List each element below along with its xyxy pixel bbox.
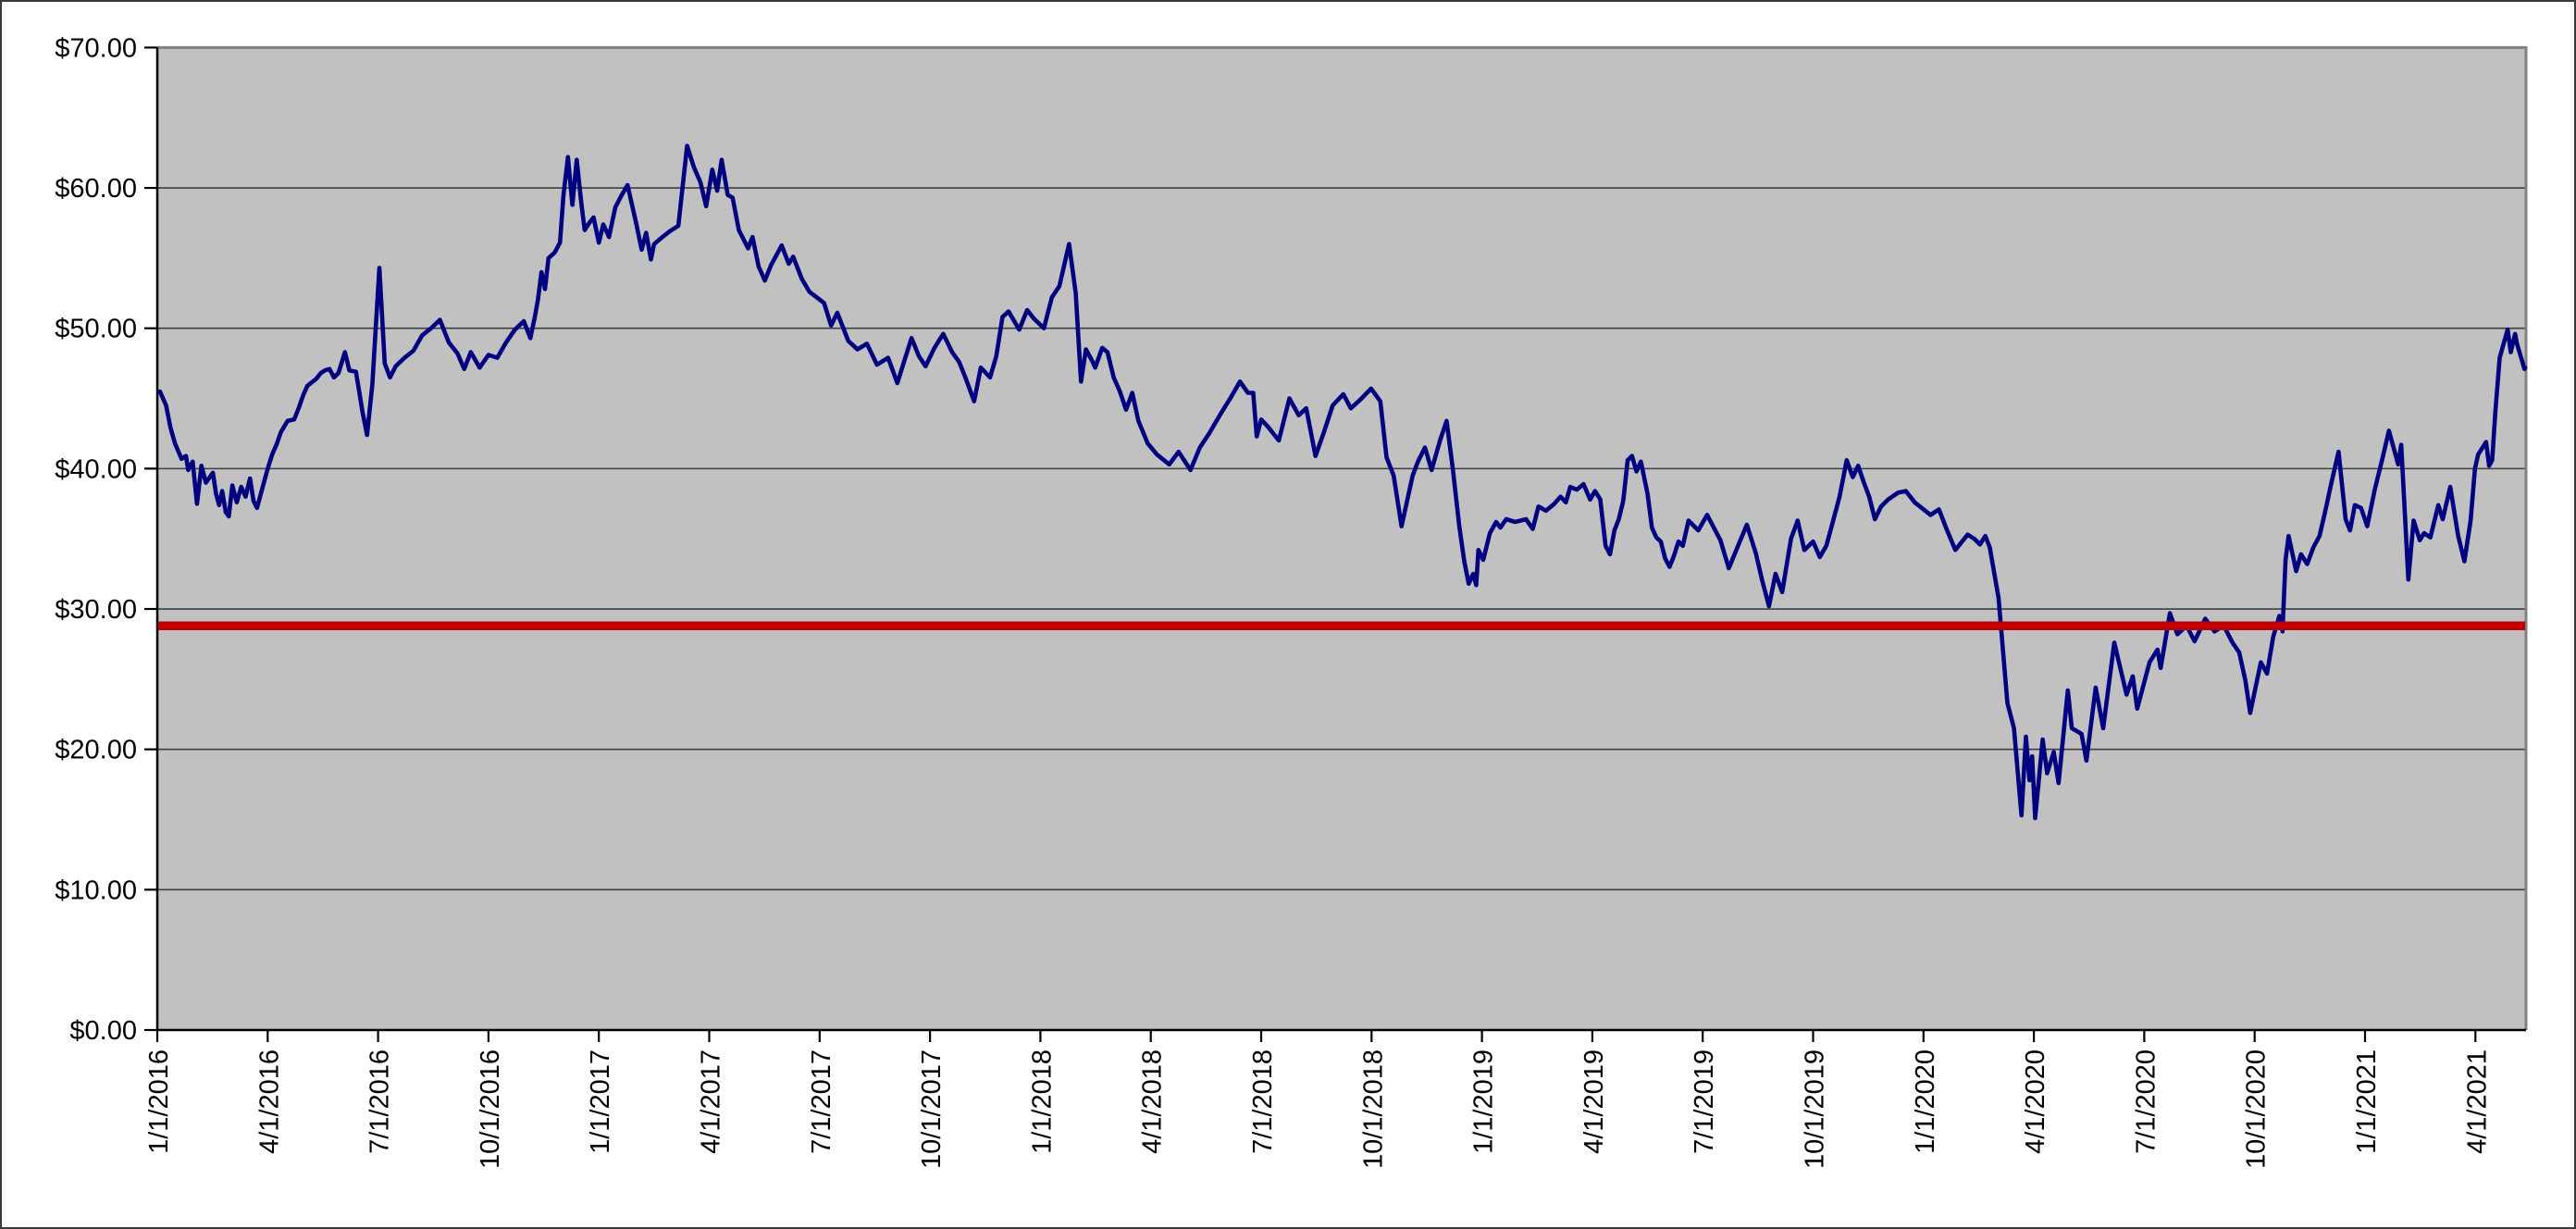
plot-area <box>157 47 2526 1030</box>
daily-share-price <box>157 143 2528 821</box>
x-tick-label: 10/1/2016 <box>476 1049 505 1169</box>
x-tick-label: 1/1/2016 <box>144 1049 174 1154</box>
x-tick-label: 1/1/2021 <box>2352 1049 2382 1154</box>
x-tick-label: 7/1/2016 <box>365 1049 395 1154</box>
x-tick-label: 4/1/2020 <box>2021 1049 2050 1154</box>
x-tick-label: 10/1/2020 <box>2242 1049 2272 1169</box>
y-tick-label: $20.00 <box>55 736 137 765</box>
y-tick-label: $40.00 <box>55 454 137 484</box>
y-tick-label: $70.00 <box>55 33 137 63</box>
x-tick-label: 4/1/2018 <box>1138 1049 1168 1154</box>
y-tick-label: $30.00 <box>55 595 137 625</box>
x-tick-label: 1/1/2020 <box>1911 1049 1940 1154</box>
x-tick-label: 10/1/2018 <box>1358 1049 1388 1169</box>
x-tick-label: 10/1/2017 <box>917 1049 947 1169</box>
y-tick-label: $50.00 <box>55 315 137 344</box>
y-tick-label: $0.00 <box>69 1016 137 1046</box>
x-tick-label: 7/1/2019 <box>1690 1049 1719 1154</box>
y-tick-label: $60.00 <box>55 174 137 204</box>
x-tick-label: 7/1/2020 <box>2131 1049 2161 1154</box>
x-tick-label: 4/1/2021 <box>2462 1049 2492 1154</box>
x-tick-label: 7/1/2017 <box>807 1049 836 1154</box>
x-tick-label: 4/1/2019 <box>1579 1049 1609 1154</box>
x-tick-label: 4/1/2016 <box>254 1049 284 1154</box>
x-tick-label: 1/1/2017 <box>586 1049 615 1154</box>
plot-border <box>157 45 2528 1030</box>
x-tick-label: 4/1/2017 <box>697 1049 726 1154</box>
y-tick-label: $10.00 <box>55 875 137 905</box>
x-tick-label: 10/1/2019 <box>1801 1049 1830 1169</box>
x-tick-label: 7/1/2018 <box>1248 1049 1278 1154</box>
x-tick-label: 1/1/2019 <box>1469 1049 1499 1154</box>
x-tick-label: 1/1/2018 <box>1027 1049 1057 1154</box>
